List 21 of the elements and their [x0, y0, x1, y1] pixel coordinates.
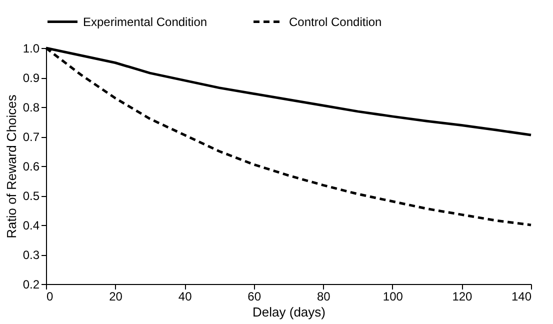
- y-tick-label: 0.3: [22, 248, 40, 262]
- y-tick-label: 0.6: [22, 160, 40, 174]
- x-tick-label: 40: [178, 290, 192, 304]
- x-tick-label: 20: [109, 290, 123, 304]
- x-tick-label: 80: [316, 290, 331, 304]
- legend-label: Experimental Condition: [83, 14, 208, 29]
- y-tick-label: 1.0: [22, 42, 40, 56]
- x-tick-label: 120: [452, 290, 473, 304]
- x-axis-title: Delay (days): [252, 304, 326, 320]
- x-tick-label: 60: [248, 290, 262, 304]
- y-tick-label: 0.9: [22, 71, 40, 85]
- y-tick-label: 0.2: [22, 278, 40, 292]
- x-tick-label: 100: [382, 290, 404, 304]
- x-tick-label: 140: [511, 290, 532, 304]
- x-tick-label: 0: [46, 290, 54, 304]
- legend-label: Control Condition: [289, 14, 382, 29]
- y-axis-title: Ratio of Reward Choices: [4, 94, 19, 238]
- y-tick-label: 0.4: [22, 218, 40, 232]
- y-tick-label: 0.5: [22, 189, 40, 203]
- y-tick-label: 0.8: [22, 100, 40, 114]
- y-tick-label: 0.7: [22, 130, 40, 144]
